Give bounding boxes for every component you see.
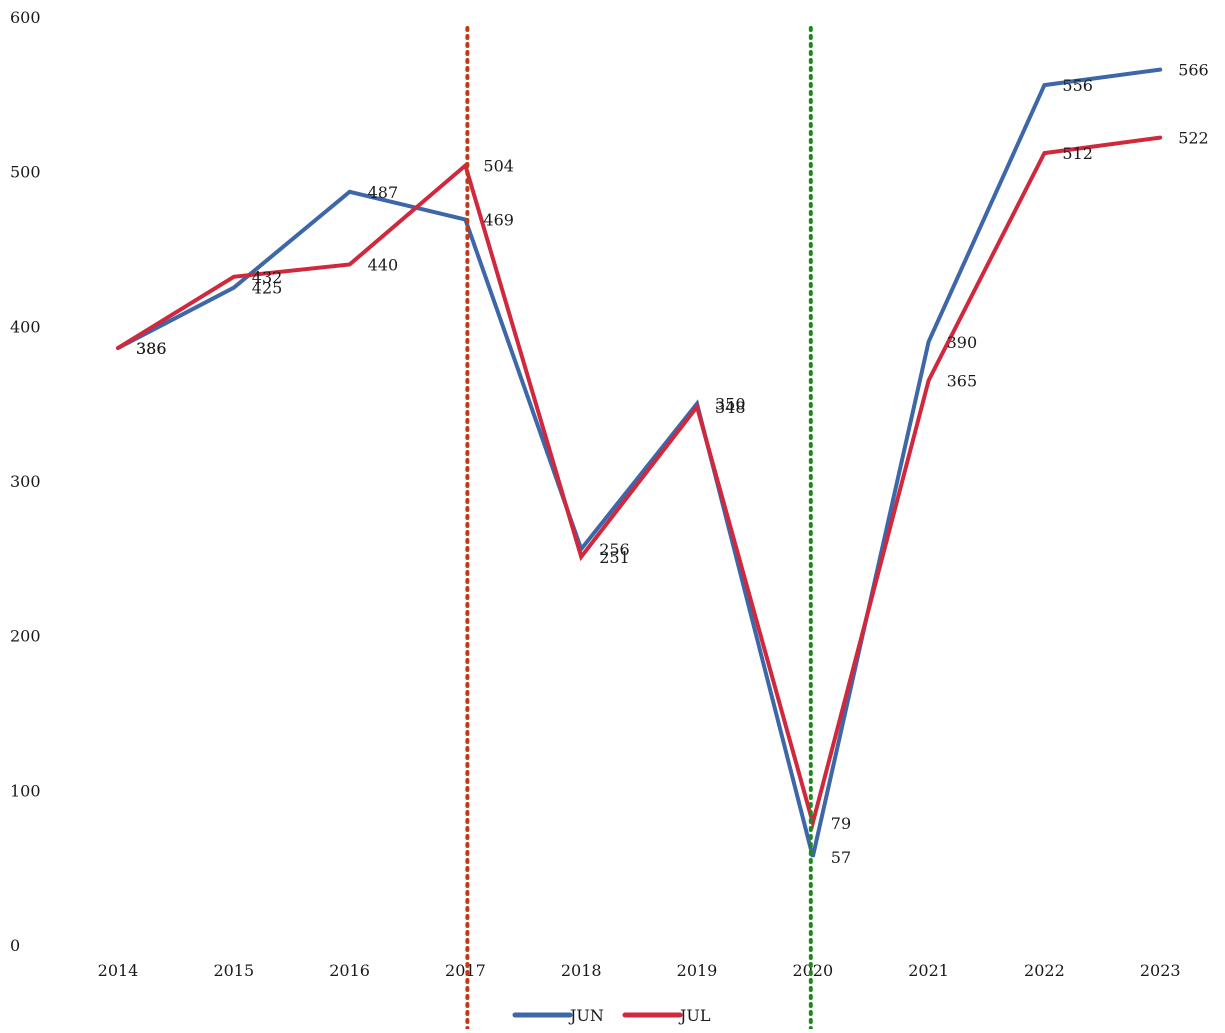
data-label-jun: 390 bbox=[947, 333, 978, 352]
reference-lines bbox=[465, 26, 813, 1031]
data-label-jun: 386 bbox=[136, 339, 167, 358]
series-lines bbox=[116, 67, 1163, 858]
data-label-jun: 350 bbox=[715, 395, 746, 414]
legend-label-jun: JUN bbox=[568, 1006, 604, 1025]
x-tick-label: 2014 bbox=[98, 961, 139, 980]
y-tick-label: 600 bbox=[10, 8, 41, 27]
x-axis-ticks: 2014 2015 2016 2017 2018 2019 2020 2021 2022 2023 bbox=[98, 961, 1181, 980]
data-label-jul: 251 bbox=[599, 548, 630, 567]
y-tick-label: 0 bbox=[10, 936, 20, 955]
x-tick-label: 2022 bbox=[1024, 961, 1065, 980]
data-label-jul: 79 bbox=[831, 814, 851, 833]
data-label-jun: 256 bbox=[599, 540, 630, 559]
data-label-jun: 487 bbox=[368, 183, 399, 202]
data-label-jul: 522 bbox=[1178, 129, 1209, 148]
x-tick-label: 2020 bbox=[792, 961, 833, 980]
data-label-jul: 386 bbox=[136, 339, 167, 358]
y-tick-label: 100 bbox=[10, 781, 41, 800]
y-tick-label: 500 bbox=[10, 163, 41, 182]
data-label-jun: 57 bbox=[831, 848, 851, 867]
x-tick-label: 2021 bbox=[908, 961, 949, 980]
data-labels: 3864254874692563505739055656638643244050… bbox=[136, 61, 1209, 867]
data-label-jul: 432 bbox=[252, 268, 283, 287]
x-tick-label: 2016 bbox=[329, 961, 370, 980]
y-tick-label: 400 bbox=[10, 317, 41, 336]
data-label-jun: 556 bbox=[1062, 76, 1093, 95]
legend-label-jul: JUL bbox=[678, 1006, 711, 1025]
data-label-jun: 425 bbox=[252, 279, 283, 298]
x-tick-label: 2017 bbox=[445, 961, 486, 980]
y-tick-label: 300 bbox=[10, 472, 41, 491]
y-tick-label: 200 bbox=[10, 627, 41, 646]
x-tick-label: 2015 bbox=[213, 961, 254, 980]
legend: JUN JUL bbox=[512, 1006, 711, 1025]
series-line-jun bbox=[116, 67, 1163, 858]
series-line-jul bbox=[116, 135, 1163, 831]
data-label-jul: 365 bbox=[947, 371, 978, 390]
data-label-jul: 504 bbox=[483, 156, 514, 175]
data-label-jul: 348 bbox=[715, 398, 746, 417]
data-label-jun: 566 bbox=[1178, 61, 1209, 80]
x-tick-label: 2019 bbox=[677, 961, 718, 980]
data-label-jul: 440 bbox=[368, 255, 399, 274]
data-label-jun: 469 bbox=[483, 211, 514, 230]
y-axis-ticks: 0 100 200 300 400 500 600 bbox=[10, 8, 41, 955]
x-tick-label: 2018 bbox=[561, 961, 602, 980]
data-label-jul: 512 bbox=[1062, 144, 1093, 163]
x-tick-label: 2023 bbox=[1140, 961, 1181, 980]
